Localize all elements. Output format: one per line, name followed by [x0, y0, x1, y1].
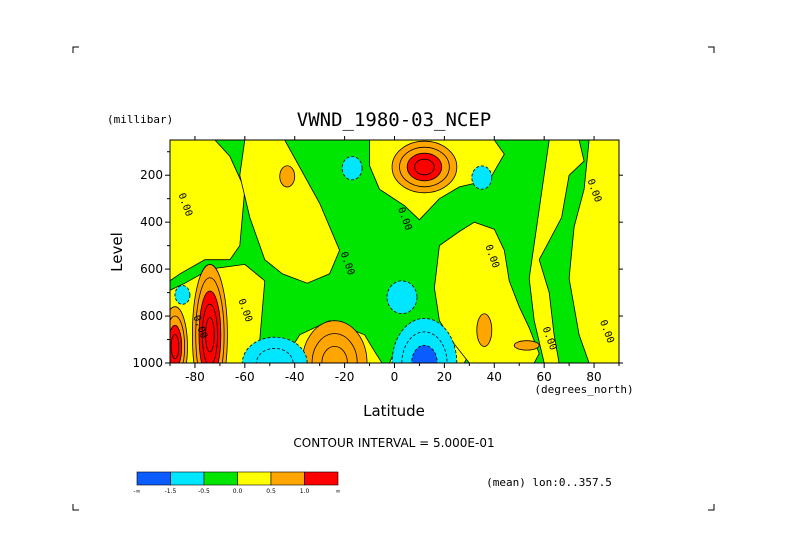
y-axis-label: Level [108, 232, 126, 272]
orange-right-f [476, 313, 493, 347]
x-tick-label-5: 20 [437, 370, 452, 384]
y-tick-label-2: 600 [140, 262, 163, 276]
y-tick-label-0: 200 [140, 168, 163, 182]
orange-upper-small-level-0 [279, 165, 296, 188]
x-tick-label-2: -40 [285, 370, 305, 384]
orange-upper-small [279, 165, 296, 188]
cyan-upper-left-level-0 [341, 156, 363, 181]
corner-mark-bl [72, 504, 79, 511]
orange-right-g [513, 340, 540, 351]
x-units: (degrees_north) [534, 383, 633, 396]
sfc-red-b [192, 264, 228, 363]
colorbar: -∞ -1.5 -0.5 0.0 0.5 1.0 ∞ [133, 471, 341, 495]
sfc-orange-c [301, 320, 368, 363]
corner-mark-tl [72, 46, 79, 53]
yellow-region-0 [170, 140, 246, 282]
corner-marks [72, 46, 715, 511]
corner-mark-br [708, 504, 715, 511]
x-tick-label-1: -60 [235, 370, 255, 384]
x-axis-label: Latitude [363, 402, 425, 420]
cyan-left-level-0 [174, 285, 191, 305]
y-tick-label-3: 800 [140, 309, 163, 323]
yellow-region-7 [528, 140, 585, 363]
cyan-upper-left [341, 156, 363, 181]
colorbar-label-6: ∞ [336, 488, 341, 495]
upper-jet [391, 140, 458, 194]
colorbar-swatch-3 [237, 471, 272, 486]
corner-mark-tr [708, 46, 715, 53]
upper-jet-level-3 [414, 158, 435, 176]
contour-interval: CONTOUR INTERVAL = 5.000E-01 [293, 436, 494, 450]
sfc-red-a [170, 306, 188, 363]
x-tick-label-0: -80 [185, 370, 205, 384]
y-units: (millibar) [107, 113, 173, 126]
x-tick-label-6: 40 [487, 370, 502, 384]
cyan-left [174, 285, 191, 305]
cyan-mid-level-0 [386, 280, 418, 315]
colorbar-swatch-4 [270, 471, 305, 486]
x-tick-label-3: -20 [335, 370, 355, 384]
x-axis: -80 -60 -40 -20 0 20 40 60 80 [169, 136, 620, 384]
colorbar-swatch-1 [170, 471, 205, 486]
y-tick-label-4: 1000 [132, 356, 163, 370]
x-tick-label-7: 60 [537, 370, 552, 384]
colorbar-swatch-2 [203, 471, 238, 486]
sfc-cyan-e [241, 336, 308, 363]
y-tick-label-1: 400 [140, 215, 163, 229]
colorbar-swatch-5 [304, 471, 339, 486]
cyan-upper-right-level-0 [471, 165, 493, 190]
colorbar-label-2: -0.5 [198, 488, 210, 495]
yellow-region-2 [239, 140, 341, 284]
sfc-red-b-level-4 [205, 317, 215, 353]
colorbar-label-3: 0.0 [233, 488, 243, 495]
y-axis: 200 400 600 800 1000 [132, 151, 623, 370]
orange-right-f-level-0 [476, 313, 493, 347]
colorbar-swatch-0 [136, 471, 171, 486]
x-tick-label-4: 0 [391, 370, 399, 384]
yellow-region-8 [568, 140, 619, 363]
x-tick-label-8: 80 [586, 370, 601, 384]
colorbar-label-5: 1.0 [300, 488, 310, 495]
orange-right-g-level-0 [513, 340, 540, 351]
chart-title: VWND_1980-03_NCEP [297, 109, 491, 131]
cyan-mid [386, 280, 418, 315]
plot-area: 0.000.000.000.000.000.000.00 0.00 0.00 [170, 140, 619, 363]
colorbar-label-4: 0.5 [266, 488, 276, 495]
colorbar-label-0: -∞ [133, 488, 140, 495]
subtitle: (mean) lon:0..357.5 [486, 476, 612, 489]
sfc-red-a-level-3 [170, 334, 180, 360]
colorbar-label-1: -1.5 [165, 488, 177, 495]
cyan-upper-right [471, 165, 493, 190]
